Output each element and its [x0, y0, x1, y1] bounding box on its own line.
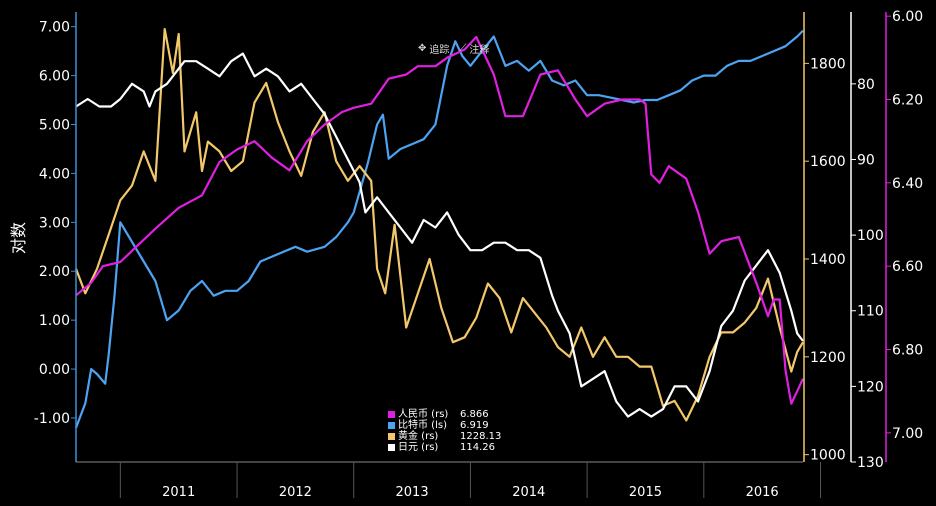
x-tick-label: 2015	[629, 485, 662, 500]
legend-name: 人民币 (rs)	[398, 409, 449, 420]
annotate-label: 注释	[469, 45, 490, 56]
y-tick-label: 4.00	[39, 166, 70, 182]
legend-name: 日元 (rs)	[398, 442, 439, 453]
y-tick-label: 6.00	[892, 9, 923, 25]
y-tick-label: 80	[857, 77, 875, 93]
x-tick-label: 2016	[746, 485, 779, 500]
y-tick-label: 6.40	[892, 176, 923, 192]
y-axis-label: 对数	[9, 222, 28, 254]
chart-toolbar: ✥ 追踪 ⟋ 注释	[418, 41, 489, 56]
y-tick-label: 100	[857, 228, 884, 244]
y-tick-label: 7.00	[892, 426, 923, 442]
series-line-2	[74, 28, 804, 422]
legend-entry: 黄金 (rs) 1228.13	[388, 431, 501, 442]
legend-name: 比特币 (ls)	[398, 420, 447, 431]
plot-area	[74, 28, 804, 429]
y-tick-label: 130	[857, 455, 884, 471]
y-tick-label: 0.00	[39, 362, 70, 378]
y-tick-label: -1.00	[34, 411, 70, 427]
legend: 人民币 (rs) 6.866 比特币 (ls) 6.919 黄金 (rs) 1228.…	[384, 406, 506, 456]
legend-value: 1228.13	[460, 431, 502, 442]
gold-axis: 1000 1200 1400 1600 1800	[803, 12, 846, 464]
y-tick-label: 1600	[810, 154, 846, 170]
x-tick-label: 2012	[279, 485, 312, 500]
series-line-3	[75, 52, 804, 418]
legend-swatch	[388, 433, 395, 440]
legend-swatch	[388, 422, 395, 429]
legend-name: 黄金 (rs)	[398, 431, 439, 442]
series-line-1	[74, 29, 804, 429]
yen-axis: 80 90 100 110 120 130	[850, 12, 884, 471]
track-label: 追踪	[429, 45, 450, 56]
cny-axis: 6.00 6.20 6.40 6.60 6.80 7.00	[885, 9, 923, 462]
y-tick-label: 1400	[810, 252, 846, 268]
y-tick-label: 6.00	[39, 69, 70, 85]
x-tick-label: 2014	[512, 485, 545, 500]
y-tick-label: 6.60	[892, 259, 923, 275]
legend-entry: 日元 (rs) 114.26	[388, 442, 501, 453]
y-tick-label: 1200	[810, 350, 846, 366]
crosshair-icon: ✥	[418, 43, 427, 54]
pencil-icon: ⟋	[459, 43, 467, 54]
y-tick-label: 110	[857, 304, 884, 320]
x-axis: 2011 2012 2013 2014 2015 2016	[76, 461, 822, 500]
y-tick-label: 6.80	[892, 343, 923, 359]
y-tick-label: 1800	[810, 56, 846, 72]
y-tick-label: 6.20	[892, 93, 923, 109]
left-axis: -1.00 0.00 1.00 2.00 3.00 4.00 5.00 6.00 7.00	[34, 12, 77, 462]
track-tool[interactable]: ✥ 追踪	[418, 41, 449, 56]
annotate-tool[interactable]: ⟋ 注释	[459, 41, 489, 56]
y-tick-label: 120	[857, 379, 884, 395]
x-tick-label: 2011	[162, 485, 195, 500]
y-tick-label: 5.00	[39, 118, 70, 134]
y-tick-label: 2.00	[39, 264, 70, 280]
series-line-0	[75, 35, 804, 405]
y-tick-label: 1000	[810, 448, 846, 464]
legend-value: 6.866	[460, 409, 489, 420]
y-tick-label: 7.00	[39, 20, 70, 36]
legend-entry: 人民币 (rs) 6.866	[388, 409, 501, 420]
y-tick-label: 1.00	[39, 313, 70, 329]
legend-swatch	[388, 411, 395, 418]
y-tick-label: 90	[857, 152, 875, 168]
legend-value: 6.919	[460, 420, 489, 431]
x-tick-label: 2013	[396, 485, 429, 500]
legend-value: 114.26	[460, 442, 495, 453]
legend-swatch	[388, 444, 395, 451]
legend-entry: 比特币 (ls) 6.919	[388, 420, 501, 431]
y-tick-label: 3.00	[39, 215, 70, 231]
